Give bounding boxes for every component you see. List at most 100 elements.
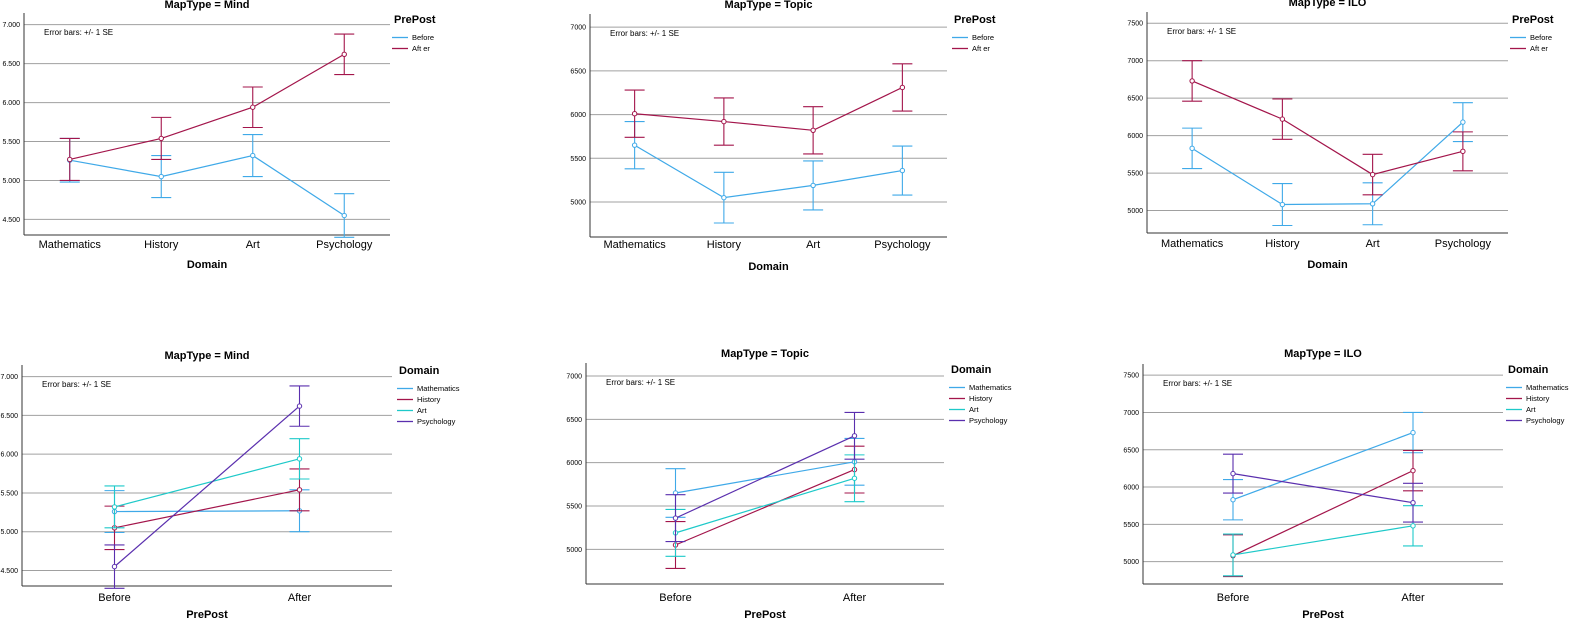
legend: PrePost Before Aft er [392,14,436,53]
y-tick-label: 6500 [1123,447,1139,454]
y-tick-label: 6.500 [2,61,20,68]
y-tick-label: 4.500 [2,217,20,224]
x-tick-label: Before [659,592,691,604]
chart-title: MapType = Mind [164,0,249,11]
series-psychology [104,385,310,589]
y-tick-label: 5000 [570,200,586,207]
legend-title: PrePost [394,14,436,26]
error-bar-note: Error bars: +/- 1 SE [1167,27,1236,36]
x-tick-label: Before [1217,592,1249,604]
y-tick-label: 7000 [1123,410,1139,417]
legend-label: Art [417,406,428,415]
x-axis-title: PrePost [186,609,228,621]
legend: Domain Mathematics History Art Psychology [949,364,1012,425]
legend: Domain Mathematics History Art Psychology [397,365,460,426]
chart-title: MapType = Topic [725,0,813,11]
series-history [1223,449,1423,578]
x-tick-label: History [144,239,179,251]
data-point [341,212,347,219]
series-line [69,154,345,217]
legend-label: Mathematics [969,383,1012,392]
x-axis-title: Domain [1307,259,1348,271]
series-line [1232,473,1414,504]
y-tick-label: 6000 [570,112,586,119]
data-point [1460,119,1466,125]
legend-label: History [969,394,993,403]
y-tick-label: 6.000 [2,100,20,107]
legend-label: Before [1530,33,1552,42]
chart-panel-5: 5000 5500 6000 6500 7000 Before After MapType =… [566,348,1011,621]
data-point [1410,500,1416,506]
chart-panel-2: 5000 5500 6000 6500 7000 Mathematics History Ar… [570,0,995,273]
data-point [1410,467,1416,474]
series-psychology [665,411,865,543]
x-tick-label: Psychology [1435,238,1492,250]
data-point [1230,552,1236,558]
chart-panel-3: 5000 5500 6000 6500 7000 7500 Mathematics Histo… [1127,0,1553,271]
x-tick-label: History [1265,238,1300,250]
error-bar-note: Error bars: +/- 1 SE [606,378,675,387]
data-point [1279,116,1286,122]
x-tick-label: Before [98,592,130,604]
series-before [1182,102,1473,227]
legend-label: Art [969,405,980,414]
y-tick-label: 5.500 [2,139,20,146]
error-bar-note: Error bars: +/- 1 SE [42,380,111,389]
series-line [1232,432,1414,501]
y-tick-label: 7000 [570,25,586,32]
x-axis-title: Domain [187,259,228,271]
legend: PrePost Before Aft er [1510,14,1554,53]
data-point [899,167,906,174]
y-tick-label: 7500 [1127,21,1143,28]
data-point [1369,171,1376,178]
data-point [250,152,256,159]
x-axis-title: Domain [748,261,789,273]
y-tick-label: 6.500 [0,413,18,420]
data-point [1410,523,1416,529]
x-tick-label: After [1401,592,1425,604]
data-point [67,156,73,163]
data-point [1460,148,1466,155]
series-psychology [1223,453,1423,523]
series-line [1191,80,1464,176]
legend: Domain Mathematics History Art Psychology [1506,364,1569,425]
data-point [111,504,118,510]
series-history [665,445,865,569]
y-tick-label: 7.000 [2,22,20,29]
data-point [111,563,118,570]
data-point [250,104,256,110]
chart-title: MapType = Mind [164,350,249,362]
legend-title: Domain [399,365,440,377]
x-tick-label: Art [806,239,820,251]
data-point [1410,429,1416,436]
chart-panel-6: 5000 5500 6000 6500 7000 7500 Before After MapTy… [1123,348,1568,621]
series-art [1223,505,1423,577]
series-line [1232,470,1414,557]
y-tick-label: 7000 [566,374,582,381]
series-line [114,458,300,508]
data-point [158,135,164,142]
legend-label: Art [1526,405,1537,414]
series-line [114,510,300,513]
series-before [624,121,913,224]
data-point [1369,201,1376,207]
series-line [114,405,300,568]
series-line [1191,121,1464,206]
legend-label: History [1526,394,1550,403]
data-point [296,487,303,493]
series-line [69,53,345,161]
x-tick-label: History [707,239,742,251]
y-tick-label: 5000 [566,547,582,554]
y-tick-label: 5500 [566,504,582,511]
chart-panel-4: 4.500 5.000 5.500 6.000 6.500 7.000 Before Afte… [0,350,459,621]
chart-title: MapType = Topic [721,348,809,360]
data-point [810,182,816,189]
legend-label: Aft er [412,44,430,53]
data-point [851,475,858,481]
error-bar-note: Error bars: +/- 1 SE [1163,379,1232,388]
data-point [721,194,727,201]
chart-title: MapType = ILO [1284,348,1362,360]
y-tick-label: 5.500 [0,490,18,497]
series-history [104,468,310,551]
x-tick-label: After [843,592,867,604]
